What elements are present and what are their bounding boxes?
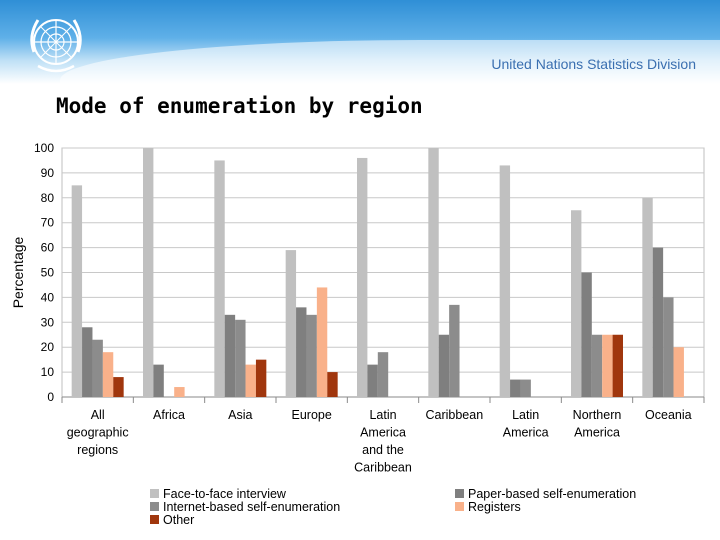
x-category-label-line: Latin — [512, 408, 539, 422]
legend-swatch — [455, 489, 464, 498]
x-category-label: Latin America — [503, 408, 549, 440]
x-category-label: Europe — [292, 408, 332, 422]
bar — [327, 372, 338, 397]
bar — [377, 352, 389, 397]
bar — [71, 185, 83, 397]
x-category-label-line: Latin — [369, 408, 396, 422]
x-category-label-line: Europe — [292, 408, 332, 422]
x-category-label-line: America — [360, 426, 406, 440]
legend-swatch — [150, 502, 159, 511]
x-category-label: Caribbean — [425, 408, 483, 422]
bar — [82, 327, 93, 397]
x-category-label-line: Oceania — [645, 408, 692, 422]
x-category-label: Northern America — [573, 408, 622, 440]
bar — [428, 148, 439, 397]
bar — [449, 304, 460, 397]
bar — [92, 339, 103, 397]
bar — [438, 334, 450, 397]
bar — [174, 387, 185, 397]
legend-swatch — [150, 515, 159, 524]
bar — [652, 247, 664, 397]
bar — [591, 334, 603, 397]
bar — [673, 347, 684, 397]
x-category-label-line: geographic — [67, 426, 129, 440]
bar — [612, 334, 623, 397]
x-category-label-line: and the — [362, 443, 404, 457]
org-name: United Nations Statistics Division — [491, 56, 696, 72]
x-category-label: Africa — [153, 408, 185, 422]
x-category-label: Asia — [228, 408, 252, 422]
x-category-label-line: regions — [77, 443, 118, 457]
x-category-label: Latin America and the Caribbean — [354, 408, 412, 475]
bar — [316, 287, 328, 397]
x-category-label: All geographic regions — [67, 408, 129, 457]
bar — [602, 334, 613, 397]
y-tick-label: 0 — [47, 390, 54, 404]
bar — [520, 379, 531, 397]
bar — [255, 359, 267, 397]
legend-label: Paper-based self-enumeration — [468, 487, 636, 501]
header-banner: United Nations Statistics Division — [0, 0, 720, 84]
y-tick-label: 10 — [41, 365, 55, 379]
y-tick-label: 70 — [41, 216, 55, 230]
y-axis-label: Percentage — [10, 236, 26, 308]
bar — [499, 165, 511, 397]
x-category-label-line: All — [91, 408, 105, 422]
bar — [357, 157, 368, 397]
y-tick-label: 30 — [41, 315, 55, 329]
y-tick-label: 80 — [41, 191, 55, 205]
page-title: Mode of enumeration by region — [56, 94, 423, 118]
y-tick-label: 90 — [41, 166, 55, 180]
x-category-label-line: Caribbean — [425, 408, 483, 422]
legend-swatch — [455, 502, 464, 511]
bar — [571, 210, 582, 397]
bar — [581, 272, 592, 397]
legend-label: Registers — [468, 500, 521, 514]
legend-label: Face-to-face interview — [163, 487, 287, 501]
bar — [510, 379, 521, 397]
y-tick-label: 50 — [41, 266, 55, 280]
legend-label: Other — [163, 513, 194, 527]
y-tick-label: 60 — [41, 241, 55, 255]
bar — [113, 377, 124, 397]
bar — [296, 307, 307, 397]
bar — [224, 314, 236, 397]
un-emblem-icon — [30, 19, 82, 73]
x-category-label-line: Caribbean — [354, 461, 412, 475]
x-category-label-line: America — [503, 426, 549, 440]
bar — [663, 297, 674, 397]
bar — [153, 364, 164, 397]
x-category-label-line: Africa — [153, 408, 185, 422]
bar-chart: 0 10 20 30 40 50 60 70 80 90 100 All geographic regio… — [10, 141, 705, 527]
bar — [214, 160, 225, 397]
y-tick-label: 100 — [34, 141, 54, 155]
x-category-label-line: Asia — [228, 408, 252, 422]
y-tick-label: 20 — [41, 340, 55, 354]
bar — [143, 148, 154, 397]
x-category-label: Oceania — [645, 408, 692, 422]
bar — [235, 319, 246, 397]
bar — [245, 364, 256, 397]
y-tick-label: 40 — [41, 290, 55, 304]
x-category-label-line: America — [574, 426, 620, 440]
x-category-label-line: Northern — [573, 408, 622, 422]
bar — [306, 314, 317, 397]
bar — [102, 352, 114, 397]
bar — [642, 197, 653, 397]
bar — [367, 364, 378, 397]
legend-label: Internet-based self-enumeration — [163, 500, 340, 514]
bar — [285, 250, 297, 397]
legend-swatch — [150, 489, 159, 498]
